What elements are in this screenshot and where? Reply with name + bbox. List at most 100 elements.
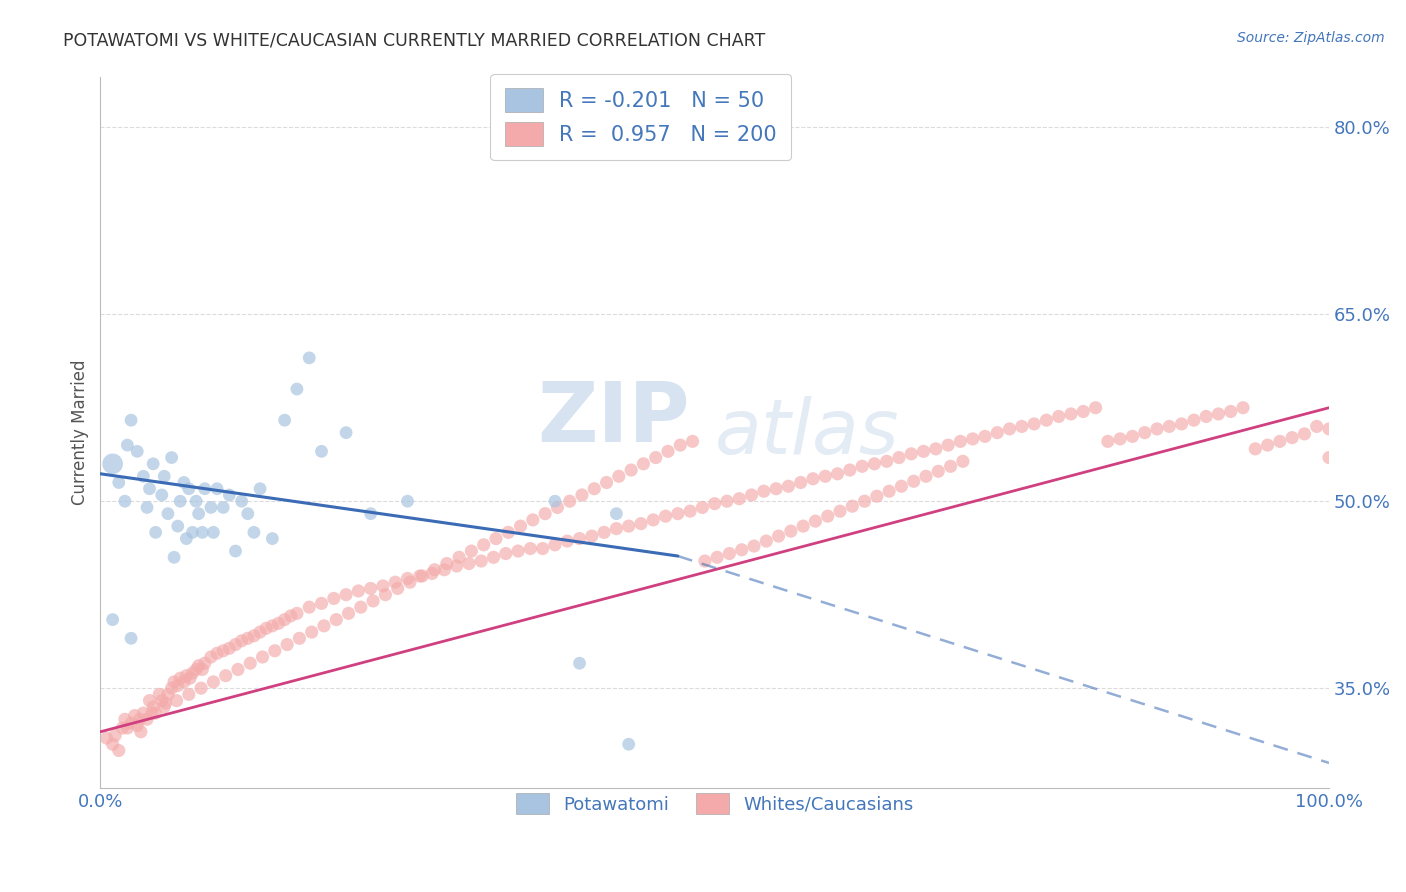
Point xyxy=(912,444,935,458)
Point xyxy=(998,422,1021,436)
Point xyxy=(900,447,922,461)
Point xyxy=(239,657,262,671)
Point xyxy=(558,494,581,508)
Point xyxy=(142,699,165,714)
Point xyxy=(1084,401,1107,415)
Point xyxy=(778,479,800,493)
Point xyxy=(1317,450,1340,465)
Point xyxy=(620,463,643,477)
Point xyxy=(1133,425,1156,440)
Text: atlas: atlas xyxy=(714,396,900,470)
Point xyxy=(657,444,679,458)
Point xyxy=(460,544,482,558)
Point xyxy=(361,594,384,608)
Point xyxy=(249,625,271,640)
Point xyxy=(755,534,778,549)
Point xyxy=(595,475,617,490)
Point xyxy=(866,489,889,503)
Point xyxy=(817,509,839,524)
Point xyxy=(124,708,146,723)
Point xyxy=(325,613,347,627)
Point xyxy=(396,494,419,508)
Point xyxy=(132,469,155,483)
Point xyxy=(433,563,456,577)
Point xyxy=(226,663,249,677)
Point xyxy=(273,613,295,627)
Point xyxy=(160,450,183,465)
Point xyxy=(224,544,246,558)
Point xyxy=(187,658,209,673)
Point xyxy=(163,550,186,565)
Point xyxy=(633,457,655,471)
Point xyxy=(166,679,188,693)
Point xyxy=(1257,438,1279,452)
Point xyxy=(194,657,217,671)
Point xyxy=(396,572,419,586)
Point xyxy=(936,438,959,452)
Point xyxy=(132,706,155,720)
Point xyxy=(312,619,335,633)
Point xyxy=(436,557,458,571)
Point xyxy=(129,724,152,739)
Point xyxy=(150,693,173,707)
Point xyxy=(716,494,738,508)
Point xyxy=(853,494,876,508)
Point xyxy=(311,444,333,458)
Point xyxy=(728,491,751,506)
Point xyxy=(387,582,409,596)
Point xyxy=(568,532,591,546)
Point xyxy=(1047,409,1070,424)
Point xyxy=(155,696,177,710)
Point xyxy=(101,613,124,627)
Point xyxy=(117,438,139,452)
Point xyxy=(1097,434,1119,449)
Point xyxy=(887,450,910,465)
Point xyxy=(692,500,714,515)
Point xyxy=(765,482,787,496)
Point xyxy=(136,500,159,515)
Text: Source: ZipAtlas.com: Source: ZipAtlas.com xyxy=(1237,31,1385,45)
Point xyxy=(706,550,728,565)
Point xyxy=(485,532,508,546)
Point xyxy=(148,687,170,701)
Point xyxy=(360,507,382,521)
Point xyxy=(177,482,200,496)
Point xyxy=(169,671,191,685)
Point xyxy=(1159,419,1181,434)
Point xyxy=(509,519,531,533)
Point xyxy=(742,539,765,553)
Point xyxy=(669,438,692,452)
Point xyxy=(191,663,214,677)
Point xyxy=(218,488,240,502)
Point xyxy=(399,575,422,590)
Point xyxy=(150,488,173,502)
Point xyxy=(571,488,593,502)
Point xyxy=(506,544,529,558)
Point xyxy=(212,644,235,658)
Point xyxy=(142,457,165,471)
Point xyxy=(531,541,554,556)
Point xyxy=(617,519,640,533)
Point xyxy=(252,650,274,665)
Point xyxy=(114,712,136,726)
Point xyxy=(1146,422,1168,436)
Point xyxy=(446,559,468,574)
Point xyxy=(138,482,160,496)
Point xyxy=(1232,401,1254,415)
Point xyxy=(120,632,142,646)
Point xyxy=(654,509,676,524)
Point xyxy=(411,569,433,583)
Point xyxy=(236,507,259,521)
Point xyxy=(249,482,271,496)
Point xyxy=(267,616,290,631)
Point xyxy=(915,469,938,483)
Point xyxy=(927,464,949,478)
Point xyxy=(1195,409,1218,424)
Point xyxy=(120,716,142,731)
Point xyxy=(127,444,149,458)
Point xyxy=(374,588,396,602)
Point xyxy=(200,650,222,665)
Point xyxy=(231,633,253,648)
Point xyxy=(1024,417,1046,431)
Point xyxy=(231,494,253,508)
